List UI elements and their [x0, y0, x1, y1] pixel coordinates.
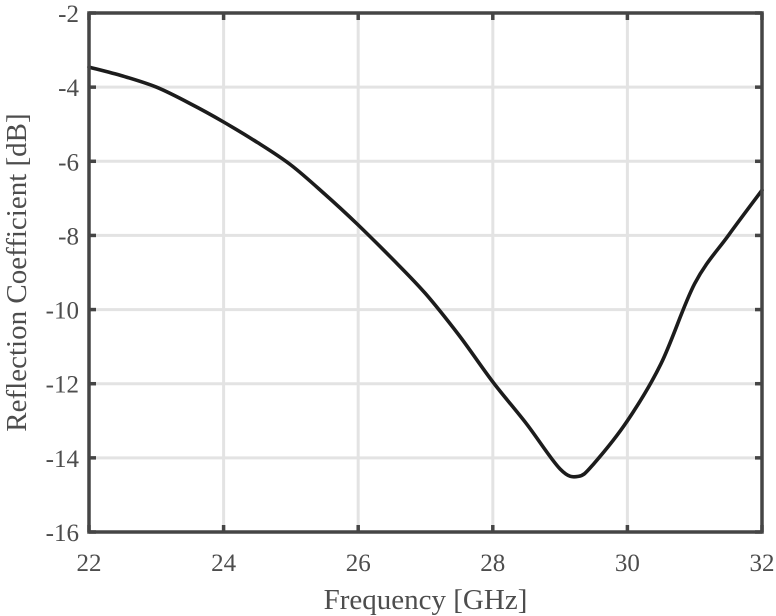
x-axis-title: Frequency [GHz] — [324, 584, 528, 616]
x-tick-labels: 22 24 26 28 30 32 — [77, 550, 775, 577]
x-tick-label: 32 — [750, 550, 775, 577]
x-tick-label: 22 — [77, 550, 102, 577]
y-tick-label: -16 — [46, 520, 79, 547]
y-tick-labels: -2 -4 -6 -8 -10 -12 -14 -16 — [46, 1, 80, 547]
y-tick-label: -12 — [46, 372, 79, 399]
y-tick-label: -6 — [58, 149, 79, 176]
s11-curve — [87, 65, 764, 479]
grid-lines — [89, 13, 762, 532]
x-tick-label: 26 — [346, 550, 371, 577]
y-tick-label: -8 — [58, 223, 79, 250]
x-tick-label: 30 — [615, 550, 640, 577]
plot-series — [87, 65, 764, 479]
axes-frame — [87, 11, 764, 534]
y-axis-title: Reflection Coefficient [dB] — [1, 113, 33, 431]
axis-ticks — [87, 11, 764, 534]
x-tick-label: 28 — [480, 550, 505, 577]
x-tick-label: 24 — [211, 550, 237, 577]
y-tick-label: -14 — [46, 446, 80, 473]
y-tick-label: -4 — [58, 75, 79, 102]
y-tick-label: -2 — [58, 1, 79, 28]
y-tick-label: -10 — [46, 298, 79, 325]
